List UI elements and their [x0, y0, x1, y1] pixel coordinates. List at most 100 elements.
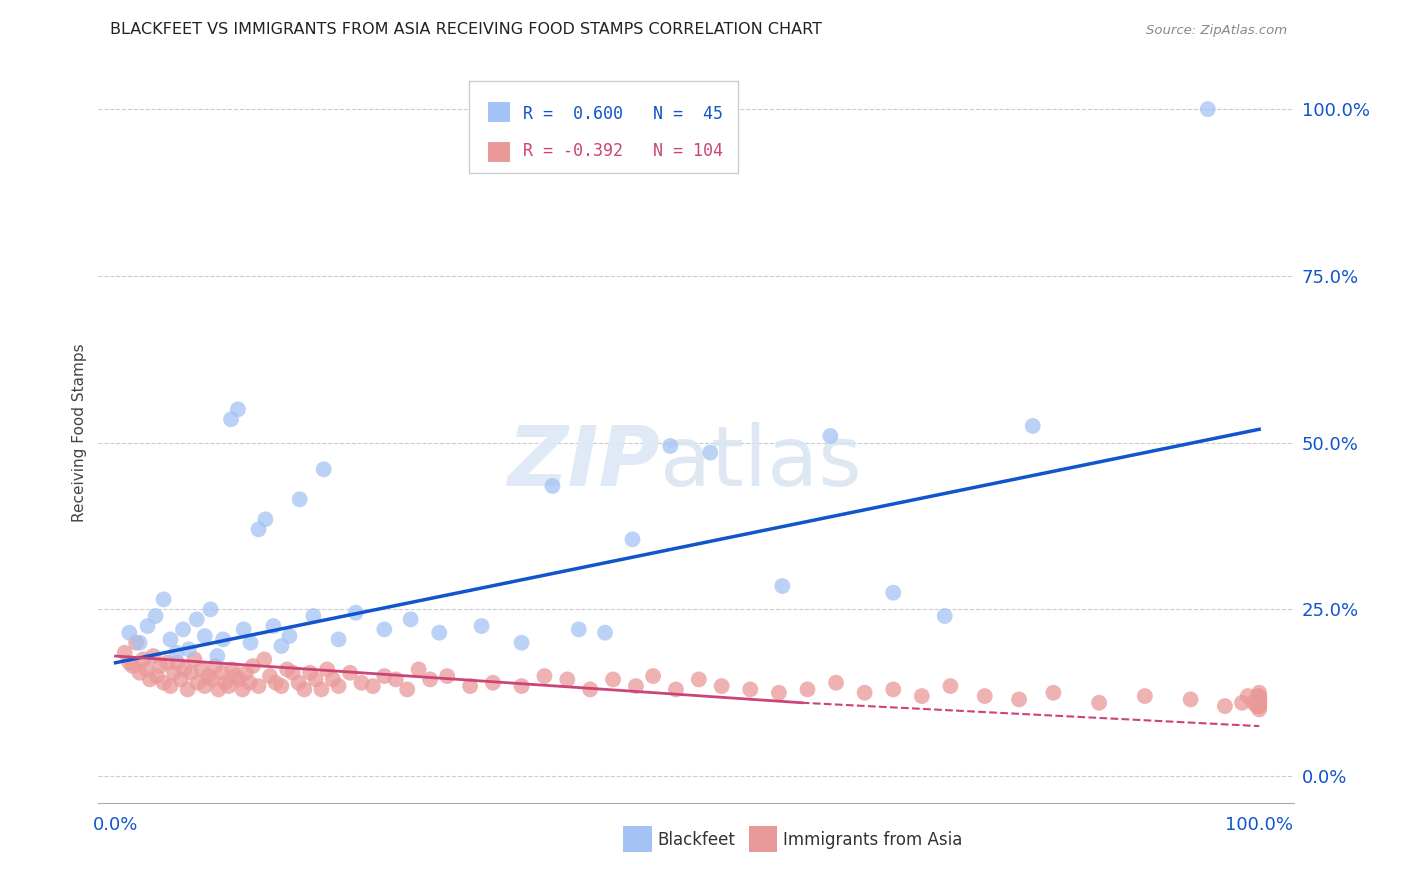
Point — [270, 679, 292, 693]
Point — [159, 632, 181, 647]
Point — [1197, 102, 1219, 116]
Point — [145, 669, 167, 683]
Point — [207, 682, 229, 697]
Point — [125, 636, 148, 650]
Point — [1243, 696, 1265, 710]
Point — [665, 682, 688, 697]
Point — [197, 669, 219, 683]
Point — [132, 652, 155, 666]
Point — [201, 673, 224, 687]
Point — [312, 462, 335, 476]
Point — [194, 629, 217, 643]
Point — [238, 675, 260, 690]
Point — [853, 686, 876, 700]
Point — [768, 686, 790, 700]
Text: Source: ZipAtlas.com: Source: ZipAtlas.com — [1146, 23, 1288, 37]
Point — [1249, 692, 1271, 706]
Point — [934, 609, 956, 624]
Point — [163, 665, 186, 680]
Point — [231, 682, 253, 697]
Point — [180, 665, 202, 680]
Point — [281, 665, 304, 680]
Point — [264, 675, 287, 690]
Point — [624, 679, 647, 693]
Point — [373, 623, 395, 637]
Point — [259, 669, 281, 683]
Text: ZIP: ZIP — [508, 422, 661, 503]
Point — [128, 665, 150, 680]
Point — [710, 679, 733, 693]
Point — [176, 682, 198, 697]
Point — [190, 662, 212, 676]
Point — [399, 612, 422, 626]
Point — [555, 673, 578, 687]
Point — [166, 656, 188, 670]
Text: 0.0%: 0.0% — [93, 816, 138, 834]
Point — [302, 609, 325, 624]
Point — [1249, 696, 1271, 710]
Point — [183, 652, 205, 666]
Point — [568, 623, 591, 637]
Point — [136, 619, 159, 633]
Point — [1249, 692, 1271, 706]
FancyBboxPatch shape — [748, 827, 778, 852]
Text: R = -0.392   N = 104: R = -0.392 N = 104 — [523, 142, 723, 160]
Point — [247, 679, 270, 693]
Point — [288, 492, 311, 507]
Point — [219, 412, 242, 426]
Point — [232, 623, 254, 637]
Point — [659, 439, 682, 453]
Point — [1249, 686, 1271, 700]
Point — [770, 579, 793, 593]
Text: R =  0.600   N =  45: R = 0.600 N = 45 — [523, 104, 723, 122]
Text: Blackfeet: Blackfeet — [658, 830, 735, 849]
Point — [253, 652, 276, 666]
Point — [239, 636, 262, 650]
Point — [118, 656, 141, 670]
Point — [172, 623, 194, 637]
Point — [225, 669, 247, 683]
Point — [1008, 692, 1031, 706]
Point — [602, 673, 624, 687]
Point — [328, 632, 350, 647]
Point — [145, 609, 167, 624]
Point — [579, 682, 602, 697]
Point — [287, 675, 309, 690]
Text: 100.0%: 100.0% — [1225, 816, 1294, 834]
Point — [1180, 692, 1202, 706]
Point — [470, 619, 492, 633]
Point — [699, 445, 721, 459]
Point — [200, 602, 222, 616]
Point — [235, 665, 257, 680]
Point — [458, 679, 481, 693]
Point — [1249, 702, 1271, 716]
Point — [276, 662, 298, 676]
Point — [533, 669, 555, 683]
Point — [361, 679, 384, 693]
FancyBboxPatch shape — [470, 81, 738, 173]
Text: Immigrants from Asia: Immigrants from Asia — [783, 830, 963, 849]
FancyBboxPatch shape — [488, 102, 509, 122]
Point — [882, 585, 904, 599]
Point — [218, 679, 240, 693]
Point — [186, 612, 208, 626]
Y-axis label: Receiving Food Stamps: Receiving Food Stamps — [72, 343, 87, 522]
Point — [541, 479, 564, 493]
Point — [1042, 686, 1064, 700]
Point — [1249, 699, 1271, 714]
Point — [173, 662, 195, 676]
Point — [740, 682, 762, 697]
Point — [344, 606, 367, 620]
FancyBboxPatch shape — [623, 827, 652, 852]
Text: BLACKFEET VS IMMIGRANTS FROM ASIA RECEIVING FOOD STAMPS CORRELATION CHART: BLACKFEET VS IMMIGRANTS FROM ASIA RECEIV… — [111, 21, 823, 37]
Point — [796, 682, 818, 697]
Point — [204, 659, 226, 673]
Point — [226, 402, 249, 417]
Point — [1249, 689, 1271, 703]
Point — [214, 675, 236, 690]
Point — [482, 675, 505, 690]
Point — [882, 682, 904, 697]
Point — [159, 679, 181, 693]
Point — [177, 642, 200, 657]
Point — [820, 429, 842, 443]
